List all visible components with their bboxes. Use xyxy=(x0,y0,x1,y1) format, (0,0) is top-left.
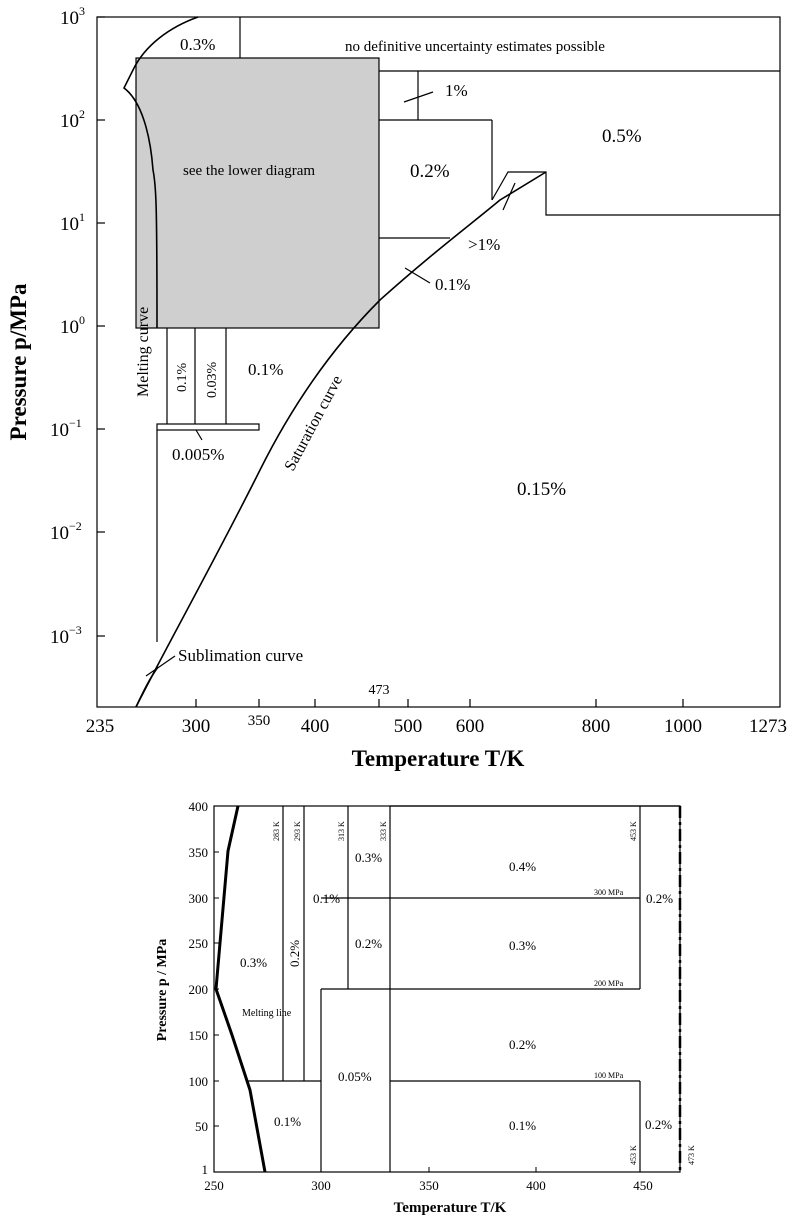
label-003pct-v: 0.03% xyxy=(205,362,220,399)
y-tick-base: 10−1 xyxy=(50,416,82,441)
label-01pct-v: 0.1% xyxy=(175,363,190,393)
melting-curve-line xyxy=(122,16,199,329)
lower-x-tick: 450 xyxy=(633,1178,653,1193)
lower-y-tick: 150 xyxy=(189,1028,209,1043)
lower-label: 0.1% xyxy=(313,891,340,906)
upper-x-ticks xyxy=(195,699,684,707)
lower-label: 0.2% xyxy=(646,891,673,906)
upper-y-ticks xyxy=(97,16,105,637)
label-333k: 333 K xyxy=(379,821,388,841)
label-453k-bottom: 453 K xyxy=(629,1145,638,1165)
label-1pct: 1% xyxy=(445,81,468,100)
lower-label: 0.05% xyxy=(338,1069,372,1084)
upper-x-tick-labels: 235 300 350 400 473 500 600 800 1000 127… xyxy=(86,683,787,737)
lower-y-tick: 50 xyxy=(195,1119,208,1134)
label-melting-curve: Melting curve xyxy=(135,307,152,397)
lower-y-tick: 200 xyxy=(189,982,209,997)
lower-label: 0.2% xyxy=(355,936,382,951)
lower-label: 0.2% xyxy=(287,940,302,967)
lower-label: 0.2% xyxy=(645,1117,672,1132)
lower-label: 0.3% xyxy=(509,938,536,953)
lower-x-tick: 250 xyxy=(204,1178,224,1193)
lower-label: 0.4% xyxy=(509,859,536,874)
label-313k: 313 K xyxy=(337,821,346,841)
y-tick-base: 103 xyxy=(60,4,85,29)
x-tick-label: 350 xyxy=(248,713,271,729)
lower-y-tick-labels: 400 350 300 250 200 150 100 50 1 xyxy=(189,799,209,1177)
x-tick-label: 600 xyxy=(456,716,485,737)
saturation-curve-line xyxy=(135,171,547,708)
label-gt1pct: >1% xyxy=(468,235,500,254)
lower-label: 0.3% xyxy=(355,850,382,865)
lower-region-labels: 0.3% 0.2% 0.1% 0.3% 0.4% 0.2% 0.3% 0.2% … xyxy=(240,850,673,1133)
x-tick-label: 473 xyxy=(369,683,390,698)
lower-y-ticks xyxy=(214,805,219,1127)
label-melt-03: 0.3% xyxy=(180,35,215,54)
label-see-lower: see the lower diagram xyxy=(183,163,315,179)
upper-y-tick-labels: 103 102 101 100 10−1 10−2 10−3 xyxy=(50,4,85,648)
lower-boundaries xyxy=(247,805,680,1172)
label-100mpa: 100 MPa xyxy=(594,1071,624,1080)
lower-x-ticks xyxy=(320,1167,537,1172)
label-200mpa: 200 MPa xyxy=(594,979,624,988)
lower-diagram: 400 350 300 250 200 150 100 50 1 250 300… xyxy=(155,799,696,1216)
lower-y-tick: 300 xyxy=(189,891,209,906)
lower-x-tick: 400 xyxy=(526,1178,546,1193)
label-sublimation-curve: Sublimation curve xyxy=(178,646,303,665)
label-293k: 293 K xyxy=(293,821,302,841)
sublimation-leader xyxy=(145,655,176,677)
lower-y-axis-title: Pressure p / MPa xyxy=(155,939,170,1042)
x-tick-label: 1273 xyxy=(749,716,787,737)
lower-y-tick: 400 xyxy=(189,799,209,814)
y-tick-base: 101 xyxy=(60,210,85,235)
label-283k: 283 K xyxy=(272,821,281,841)
x-tick-label: 300 xyxy=(182,716,211,737)
lower-y-tick: 350 xyxy=(189,845,209,860)
x-tick-label: 800 xyxy=(582,716,611,737)
upper-y-axis-title: Pressure p/MPa xyxy=(6,283,31,440)
lower-label: 0.2% xyxy=(509,1037,536,1052)
lower-small-labels: Melting line 283 K 293 K 313 K 333 K 453… xyxy=(242,821,696,1165)
lower-y-tick: 250 xyxy=(189,936,209,951)
lower-x-tick-labels: 250 300 350 400 450 xyxy=(204,1178,653,1193)
label-01pct-b: 0.1% xyxy=(248,360,283,379)
upper-x-axis-title: Temperature T/K xyxy=(352,746,525,771)
y-tick-base: 102 xyxy=(60,107,85,132)
label-01pct-a: 0.1% xyxy=(435,275,470,294)
lower-x-axis-title: Temperature T/K xyxy=(394,1200,507,1216)
label-05pct: 0.5% xyxy=(602,126,642,147)
upper-gray-region xyxy=(135,57,380,329)
y-tick-base: 100 xyxy=(60,313,85,338)
lower-x-tick: 300 xyxy=(311,1178,331,1193)
upper-diagram: 103 102 101 100 10−1 10−2 10−3 235 300 3… xyxy=(6,4,787,771)
lower-y-tick: 100 xyxy=(189,1074,209,1089)
x-tick-label: 1000 xyxy=(664,716,702,737)
x-tick-label: 235 xyxy=(86,716,115,737)
lower-y-tick: 1 xyxy=(202,1162,209,1177)
label-300mpa: 300 MPa xyxy=(594,888,624,897)
lower-label: 0.1% xyxy=(274,1114,301,1129)
label-473k: 473 K xyxy=(687,1145,696,1165)
lower-label: 0.1% xyxy=(509,1118,536,1133)
label-no-estimate: no definitive uncertainty estimates poss… xyxy=(345,39,605,55)
upper-plot-frame xyxy=(96,16,781,708)
y-tick-base: 10−2 xyxy=(50,519,82,544)
label-saturation-curve: Saturation curve xyxy=(282,373,346,474)
x-tick-label: 500 xyxy=(394,716,423,737)
y-tick-base: 10−3 xyxy=(50,623,82,648)
label-453k-top: 453 K xyxy=(629,821,638,841)
melting-line-label: Melting line xyxy=(242,1008,292,1019)
label-0005pct: 0.005% xyxy=(172,445,224,464)
lower-label: 0.3% xyxy=(240,955,267,970)
label-015pct: 0.15% xyxy=(517,479,566,500)
x-tick-label: 400 xyxy=(301,716,330,737)
label-02pct: 0.2% xyxy=(410,161,450,182)
lower-melting-line xyxy=(214,805,267,1173)
lower-x-tick: 350 xyxy=(419,1178,439,1193)
